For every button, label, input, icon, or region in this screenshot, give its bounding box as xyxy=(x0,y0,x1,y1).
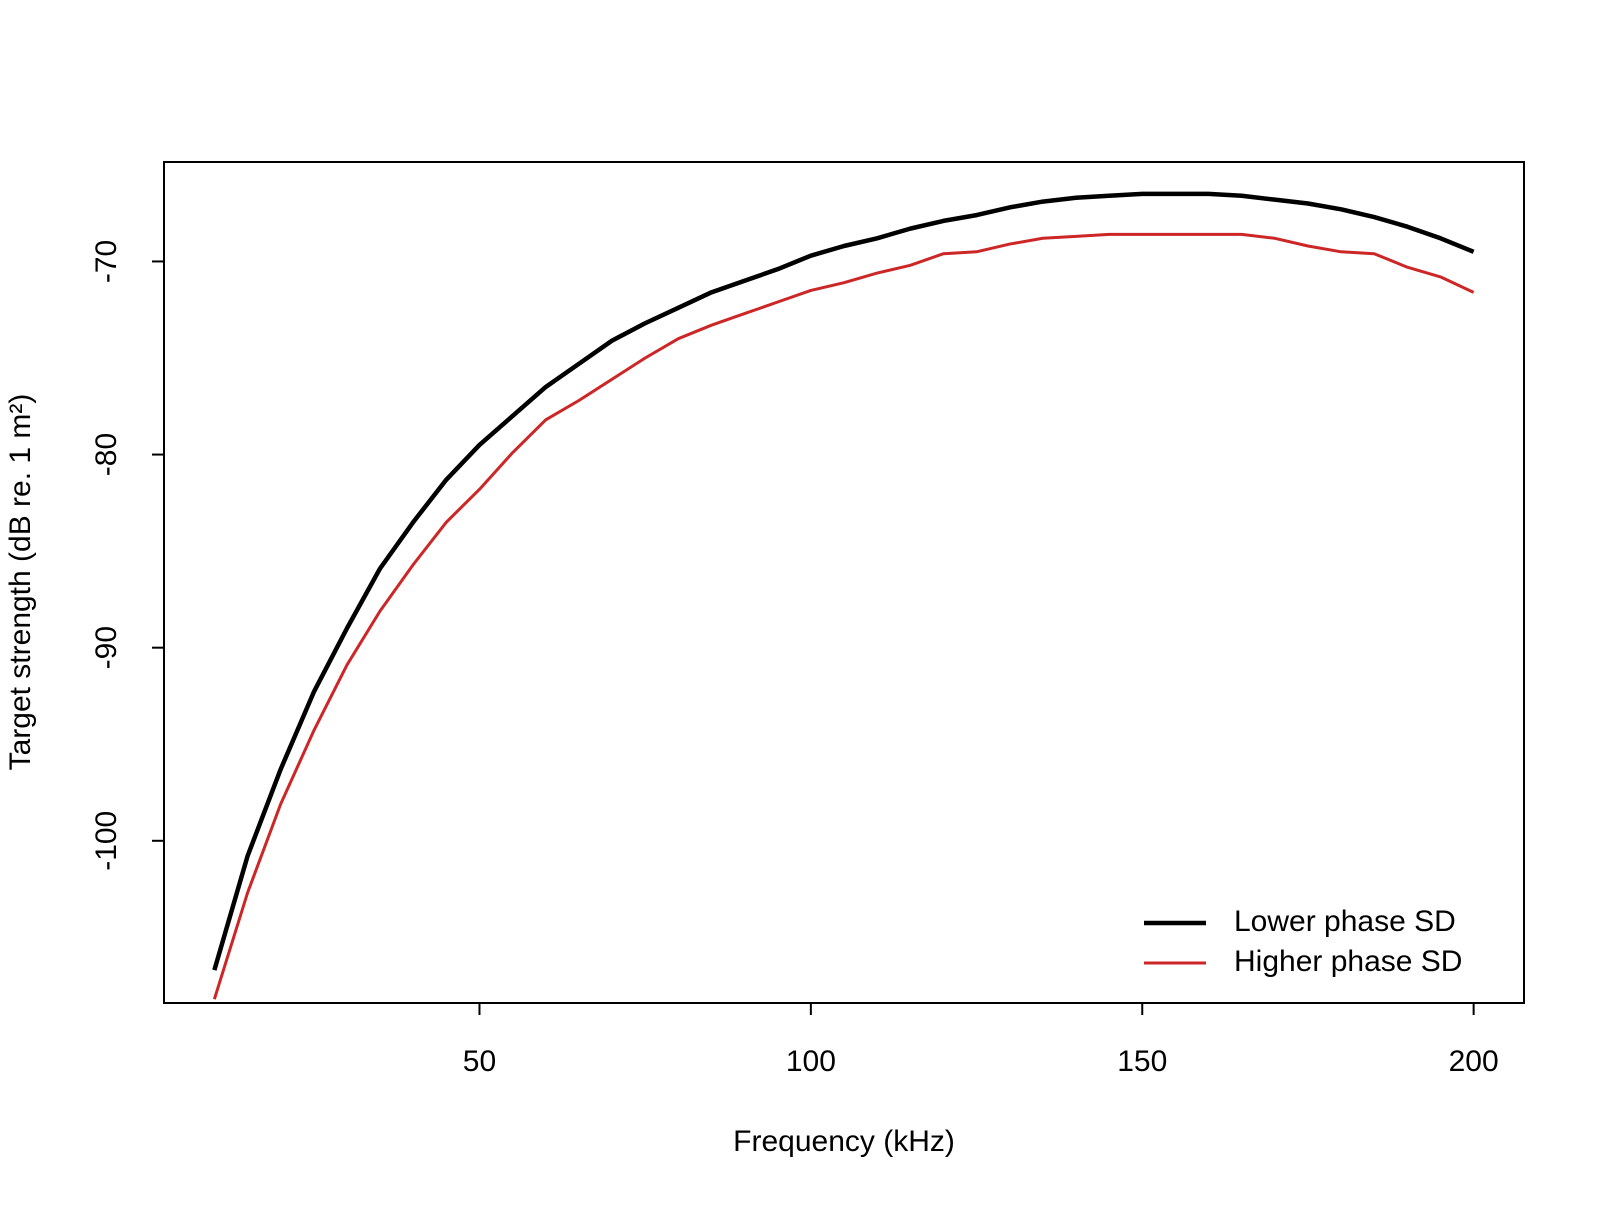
x-axis-label: Frequency (kHz) xyxy=(733,1125,955,1158)
plot-box xyxy=(163,161,1525,1004)
x-tick-label: 100 xyxy=(786,1045,836,1078)
legend-label: Higher phase SD xyxy=(1234,945,1462,978)
y-tick-label: -80 xyxy=(90,433,123,476)
x-tick-label: 50 xyxy=(463,1045,496,1078)
y-tick-label: -90 xyxy=(90,626,123,669)
x-tick-label: 150 xyxy=(1117,1045,1167,1078)
y-tick-label: -70 xyxy=(90,240,123,283)
y-tick-label: -100 xyxy=(90,811,123,871)
series-line xyxy=(212,232,1475,1000)
x-tick-label: 200 xyxy=(1449,1045,1499,1078)
legend-label: Lower phase SD xyxy=(1234,905,1456,938)
series-line xyxy=(212,191,1475,971)
y-axis-label: Target strength (dB re. 1 m²) xyxy=(4,394,37,771)
